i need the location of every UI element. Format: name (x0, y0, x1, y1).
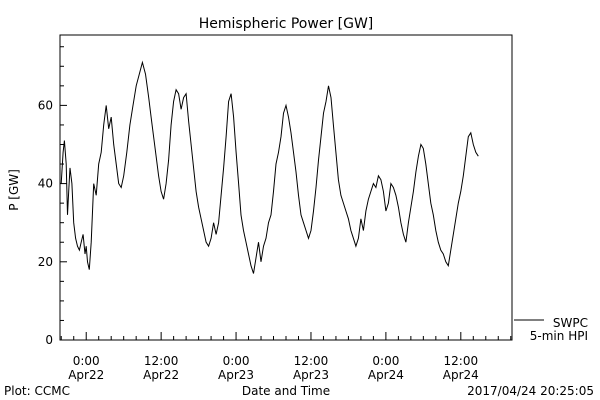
x-tick-label-time: 0:00 (223, 354, 250, 368)
x-tick-label-time: 12:00 (444, 354, 479, 368)
plot-credit: Plot: CCMC (4, 384, 70, 398)
x-tick-label-time: 0:00 (372, 354, 399, 368)
chart-title: Hemispheric Power [GW] (199, 16, 374, 32)
series-line (60, 60, 479, 274)
x-tick-label-date: Apr24 (368, 368, 404, 382)
x-tick-label-date: Apr23 (293, 368, 329, 382)
x-tick-label-date: Apr22 (68, 368, 104, 382)
y-axis: 0 20 40 60 (38, 46, 67, 347)
x-tick-label-time: 12:00 (144, 354, 179, 368)
y-tick-label: 40 (38, 177, 53, 191)
x-tick-label-date: Apr22 (143, 368, 179, 382)
plot-frame (59, 34, 513, 341)
x-tick-label-date: Apr24 (443, 368, 479, 382)
y-tick-label: 20 (38, 255, 53, 269)
legend-entry-hpi: 5-min HPI (530, 329, 588, 343)
y-axis-label: P [GW] (7, 169, 21, 211)
y-tick-label: 0 (45, 333, 53, 347)
x-axis-label: Date and Time (242, 384, 330, 398)
legend-entry-swpc: SWPC (553, 316, 588, 330)
x-tick-label-date: Apr23 (218, 368, 254, 382)
x-axis: 0:00Apr2212:00Apr220:00Apr2312:00Apr230:… (60, 332, 512, 382)
plot-timestamp: 2017/04/24 20:25:05 (467, 384, 594, 398)
y-tick-label: 60 (38, 98, 53, 112)
x-tick-label-time: 12:00 (294, 354, 329, 368)
x-tick-label-time: 0:00 (73, 354, 100, 368)
